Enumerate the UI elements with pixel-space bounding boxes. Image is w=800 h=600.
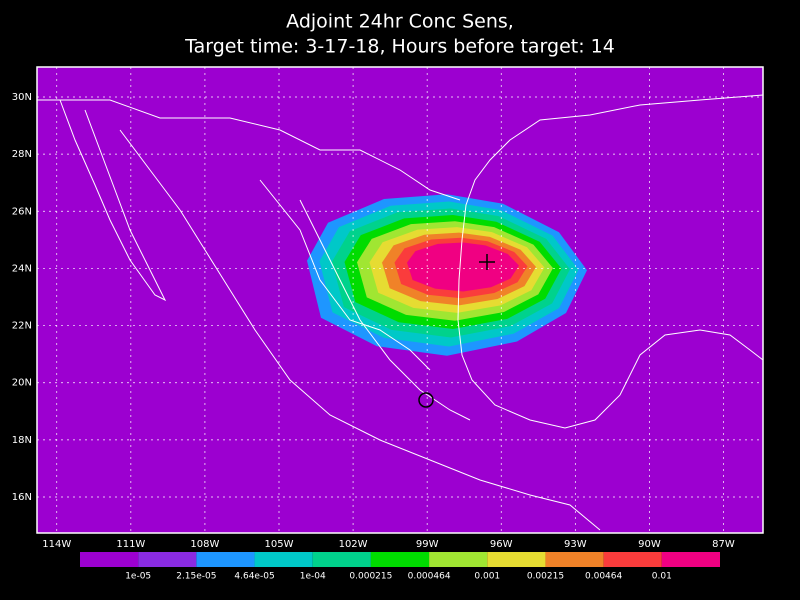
x-tick-label: 93W	[564, 539, 587, 550]
colorbar-swatch	[196, 552, 255, 567]
interior-borders	[299, 199, 471, 421]
x-tick-label: 87W	[712, 539, 735, 550]
contour-level	[407, 242, 519, 292]
colorbar-swatch	[487, 552, 546, 567]
source-marker	[418, 392, 434, 408]
x-tick-label: 99W	[416, 539, 439, 550]
colorbar-label: 1e-05	[125, 572, 151, 582]
x-tick-label: 96W	[490, 539, 513, 550]
sensitivity-field	[307, 194, 587, 356]
map-frame	[36, 66, 764, 534]
colorbar-swatch	[603, 552, 662, 567]
colorbar-label: 4.64e-05	[234, 572, 274, 582]
x-tick-label: 108W	[190, 539, 219, 550]
colorbar-swatch	[661, 552, 720, 567]
title: Adjoint 24hr Conc Sens,	[286, 11, 514, 33]
x-tick-label: 114W	[42, 539, 71, 550]
y-tick-label: 16N	[12, 492, 32, 503]
pacific-coast	[119, 129, 601, 531]
colorbar-label: 0.000464	[408, 572, 451, 582]
x-tick-label: 111W	[116, 539, 145, 550]
y-tick-label: 18N	[12, 435, 32, 446]
y-tick-label: 26N	[12, 206, 32, 217]
y-tick-label: 30N	[12, 92, 32, 103]
y-tick-label: 28N	[12, 149, 32, 160]
states	[259, 179, 431, 371]
us-border	[37, 99, 461, 201]
colorbar-swatch	[429, 552, 488, 567]
y-tick-label: 20N	[12, 378, 32, 389]
graticule	[37, 67, 763, 533]
gulf-coast	[457, 94, 764, 429]
colorbar-swatch	[80, 552, 139, 567]
colorbar-label: 0.00464	[585, 572, 622, 582]
subtitle: Target time: 3-17-18, Hours before targe…	[184, 36, 615, 58]
colorbar-swatch	[370, 552, 430, 567]
colorbar-label: 1e-04	[300, 572, 326, 582]
y-tick-label: 22N	[12, 321, 32, 332]
colorbar-label: 0.01	[652, 572, 672, 582]
colorbar-swatch	[254, 552, 313, 567]
colorbar-label: 0.00215	[527, 572, 564, 582]
x-tick-label: 90W	[638, 539, 661, 550]
colorbar-swatch	[138, 552, 197, 567]
x-tick-label: 102W	[339, 539, 368, 550]
coastlines	[37, 94, 764, 531]
y-tick-label: 24N	[12, 263, 32, 274]
colorbar-label: 0.000215	[349, 572, 392, 582]
colorbar-label: 0.001	[474, 572, 500, 582]
colorbar-swatch	[545, 552, 604, 567]
colorbar: 1e-05 2.15e-05 4.64e-05 1e-04 0.000215 0.0004…	[80, 552, 720, 582]
target-marker	[479, 254, 495, 270]
x-tick-label: 105W	[265, 539, 294, 550]
colorbar-label: 2.15e-05	[176, 572, 216, 582]
colorbar-swatch	[312, 552, 371, 567]
baja	[59, 99, 167, 302]
